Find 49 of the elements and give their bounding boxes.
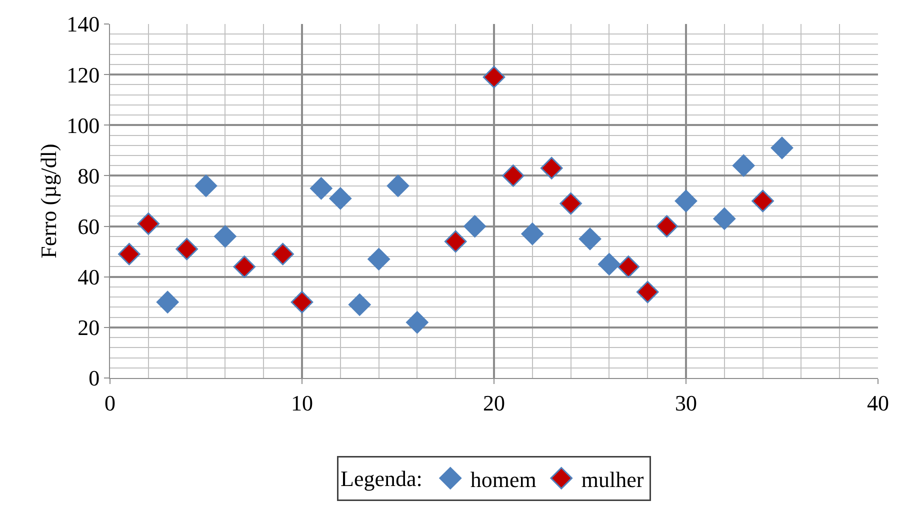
point bbox=[560, 192, 582, 215]
point bbox=[156, 290, 179, 314]
point bbox=[444, 230, 467, 253]
point bbox=[290, 290, 314, 314]
point bbox=[406, 311, 428, 334]
point bbox=[348, 294, 371, 316]
point bbox=[656, 215, 678, 238]
legend-label: homem bbox=[470, 466, 536, 492]
legend-label: mulher bbox=[581, 466, 644, 492]
point bbox=[521, 222, 544, 246]
point bbox=[636, 280, 659, 304]
x-tick-label: 10 bbox=[291, 390, 313, 416]
point bbox=[176, 238, 198, 260]
y-tick-label: 40 bbox=[78, 264, 100, 290]
x-tick-label: 30 bbox=[675, 390, 697, 416]
point bbox=[464, 215, 486, 238]
point bbox=[598, 253, 620, 276]
point bbox=[752, 190, 774, 212]
point bbox=[118, 242, 140, 266]
x-tick-label: 20 bbox=[483, 390, 505, 416]
y-axis-title: Ferro (µg/dl) bbox=[36, 144, 61, 258]
point bbox=[578, 228, 602, 250]
x-tick-label: 0 bbox=[104, 390, 116, 416]
point bbox=[732, 154, 755, 177]
point bbox=[214, 225, 236, 248]
y-tick-label: 120 bbox=[66, 62, 100, 88]
point bbox=[482, 66, 506, 88]
point bbox=[617, 256, 640, 278]
point bbox=[386, 174, 410, 197]
point bbox=[329, 187, 352, 210]
y-tick-label: 80 bbox=[78, 163, 100, 188]
point bbox=[770, 136, 794, 160]
legend-title: Legenda: bbox=[340, 466, 422, 491]
y-tick-label: 0 bbox=[88, 366, 100, 391]
point bbox=[310, 177, 332, 200]
point bbox=[272, 242, 294, 266]
y-tick-label: 20 bbox=[78, 315, 100, 340]
y-tick-label: 100 bbox=[66, 112, 100, 138]
point bbox=[194, 174, 218, 197]
point bbox=[674, 190, 698, 212]
x-tick-label: 40 bbox=[867, 390, 889, 416]
point bbox=[368, 248, 390, 270]
y-tick-label: 60 bbox=[78, 214, 100, 239]
point bbox=[713, 208, 736, 230]
point bbox=[540, 156, 563, 180]
point bbox=[502, 164, 524, 187]
point bbox=[233, 256, 256, 278]
y-tick-label: 140 bbox=[66, 12, 100, 37]
point bbox=[137, 212, 160, 235]
